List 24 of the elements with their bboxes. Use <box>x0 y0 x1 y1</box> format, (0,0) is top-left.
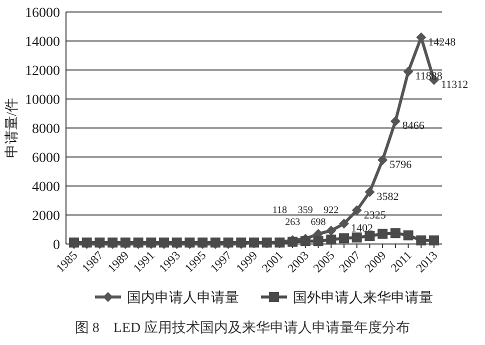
legend-label: 国内申请人申请量 <box>127 290 239 306</box>
data-label: 5796 <box>390 158 412 171</box>
y-tick-label: 0 <box>53 238 60 253</box>
y-tick-label: 2000 <box>32 209 60 224</box>
data-label: 698 <box>310 217 326 228</box>
x-tick-label: 2011 <box>388 248 414 275</box>
data-label: 14248 <box>428 36 456 48</box>
legend-label: 国外申请人来华申请量 <box>293 290 433 306</box>
text: 图 8 LED 应用技术国内及来华申请人申请量年度分布 <box>74 320 410 336</box>
data-label: 1402 <box>351 222 373 235</box>
y-tick-label: 12000 <box>25 64 60 79</box>
data-label: 263 <box>285 217 300 228</box>
y-axis-title: 申请量/件 <box>4 98 20 158</box>
y-tick-label: 10000 <box>25 93 60 108</box>
data-label: 118 <box>272 205 288 216</box>
y-tick-label: 6000 <box>32 151 60 166</box>
y-tick-label: 16000 <box>25 6 60 21</box>
data-label: 359 <box>298 205 313 216</box>
data-label: 3582 <box>376 191 399 204</box>
y-tick-label: 14000 <box>25 35 60 50</box>
y-tick-label: 4000 <box>32 180 60 195</box>
y-tick-label: 8000 <box>32 122 60 137</box>
data-label: 11312 <box>441 78 468 91</box>
data-label: 922 <box>324 205 339 216</box>
